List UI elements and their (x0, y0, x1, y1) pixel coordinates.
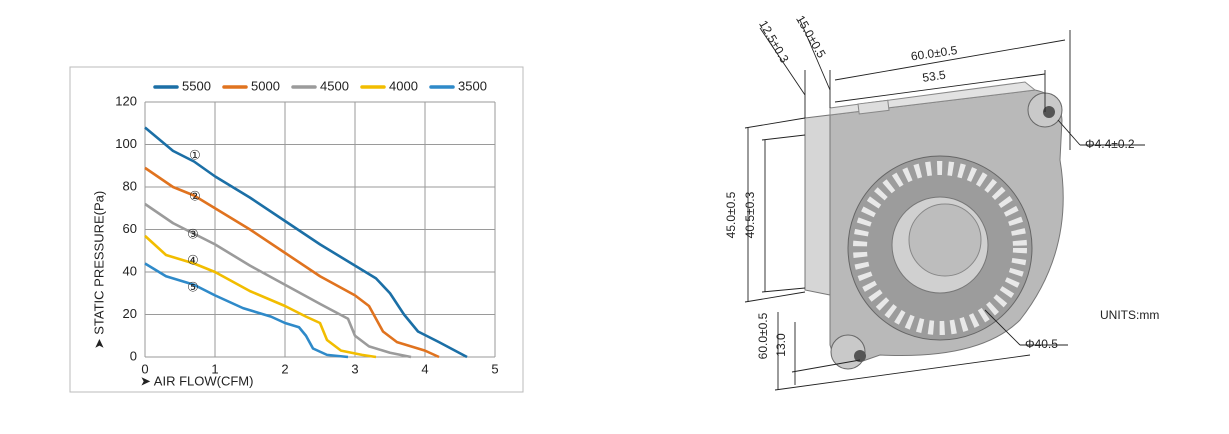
x-tick-label: 0 (141, 361, 148, 376)
dimension-label: 45.0±0.5 (724, 191, 738, 238)
x-axis-label: ➤ AIR FLOW(CFM) (140, 373, 253, 388)
legend-label: 4500 (320, 78, 349, 93)
units-label: UNITS:mm (1100, 308, 1159, 322)
x-tick-label: 4 (421, 361, 428, 376)
dim-line (984, 309, 1021, 346)
dim-line (759, 27, 806, 96)
fan-side (804, 114, 831, 296)
y-axis-label: ➤ STATIC PRESSURE(Pa) (91, 191, 106, 350)
dim-line (799, 19, 831, 91)
dimension-label: 40.5±0.3 (743, 191, 757, 238)
curve-annotation: ④ (187, 252, 199, 267)
y-tick-label: 20 (123, 306, 137, 321)
dimension-label: 15.0±0.5 (793, 13, 829, 61)
fan-drawing: 12.5±0.3 15.0±0.5 60.0±0.5 53.5 Φ4.4±0.2 45.0… (724, 13, 1145, 391)
x-tick-label: 3 (351, 361, 358, 376)
dim-line (1057, 119, 1081, 146)
dim-line (834, 73, 1046, 103)
legend-label: 5000 (251, 78, 280, 93)
dimension-label: 60.0±0.5 (756, 312, 770, 359)
series-line (144, 166, 440, 359)
dim-line (744, 117, 806, 129)
x-tick-label: 5 (491, 361, 498, 376)
impeller-blades (853, 161, 1027, 335)
y-tick-label: 80 (123, 178, 137, 193)
curve-annotation: ② (189, 188, 201, 203)
legend-label: 5500 (182, 78, 211, 93)
dimension-label: 53.5 (922, 68, 947, 85)
dimension-label: 12.5±0.3 (756, 18, 792, 66)
dim-line (774, 354, 1031, 391)
y-tick-label: 120 (115, 93, 137, 108)
series-line (144, 262, 349, 359)
series-line (144, 202, 412, 359)
x-tick-label: 1 (211, 361, 218, 376)
curve-annotation: ① (189, 147, 201, 162)
x-tick-label: 2 (281, 361, 288, 376)
y-tick-label: 60 (123, 221, 137, 236)
mount-hole (854, 350, 866, 362)
curve-annotation: ③ (187, 226, 199, 241)
y-tick-label: 0 (130, 348, 137, 363)
chart-frame (69, 66, 524, 393)
dim-line (834, 39, 1066, 81)
connector (857, 99, 890, 115)
legend-label: 3500 (458, 78, 487, 93)
dimension-label: Φ4.4±0.2 (1085, 137, 1135, 151)
mount-hole (1043, 106, 1055, 118)
dim-line (761, 134, 806, 141)
hub-top (908, 203, 982, 277)
y-tick-label: 100 (115, 136, 137, 151)
dim-line (761, 287, 806, 293)
dimension-label: 60.0±0.5 (910, 43, 958, 63)
dim-line (744, 291, 806, 303)
dim-line (791, 359, 861, 373)
legend-label: 4000 (389, 78, 418, 93)
y-tick-label: 40 (123, 263, 137, 278)
curve-annotation: ⑤ (187, 279, 199, 294)
dimension-label: 13.0 (774, 333, 788, 357)
series-line (144, 234, 377, 359)
dimension-label: Φ40.5 (1025, 337, 1058, 351)
series-line (144, 126, 468, 359)
